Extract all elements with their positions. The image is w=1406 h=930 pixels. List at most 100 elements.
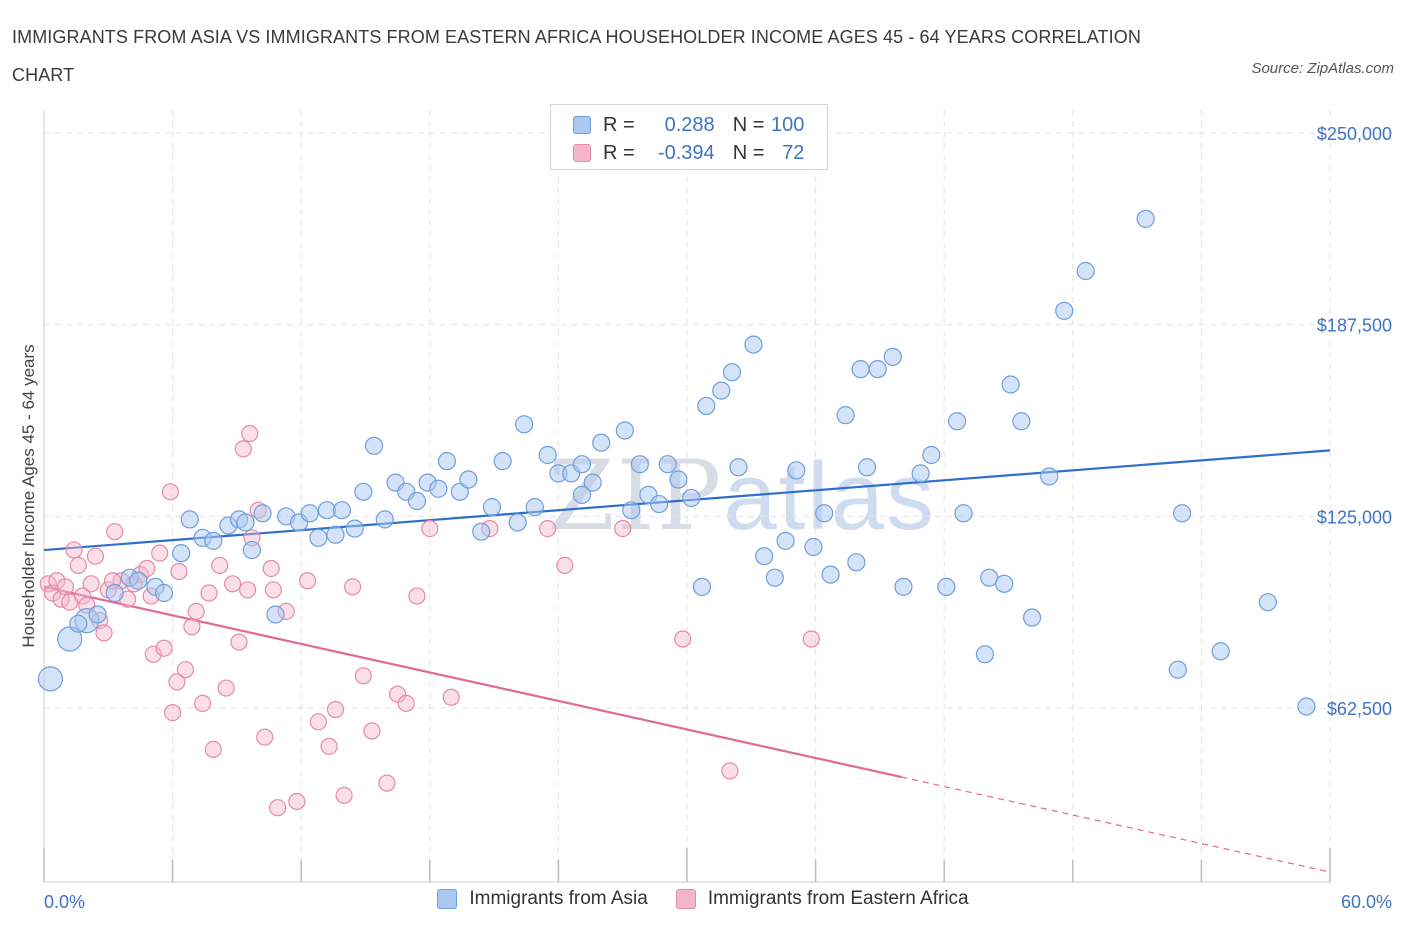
point-asia: [105, 583, 124, 603]
point-eastern-africa: [335, 786, 353, 805]
point-asia: [1055, 301, 1074, 320]
point-asia: [765, 568, 784, 587]
point-eastern-africa: [194, 694, 212, 713]
point-asia: [1258, 593, 1277, 612]
point-asia: [538, 445, 557, 465]
point-asia: [459, 470, 478, 489]
point-eastern-africa: [82, 575, 100, 593]
x-tick-label-end: 60.0%: [1341, 892, 1392, 912]
point-asia: [300, 504, 319, 523]
point-asia: [630, 455, 649, 474]
legend-n-label-asia: N =: [732, 113, 765, 136]
y-tick-label: $187,500: [1317, 316, 1392, 336]
point-eastern-africa: [378, 774, 396, 792]
point-asia: [682, 488, 701, 508]
point-eastern-africa: [204, 740, 222, 759]
point-eastern-africa: [230, 633, 248, 651]
point-eastern-africa: [187, 602, 205, 621]
point-eastern-africa: [211, 556, 229, 575]
legend-swatch-africa-bottom: [675, 889, 696, 909]
point-eastern-africa: [155, 639, 173, 657]
point-asia: [493, 452, 512, 471]
point-asia: [1076, 261, 1095, 281]
legend-r-label-asia: R =: [603, 113, 635, 136]
point-eastern-africa: [217, 679, 235, 697]
legend-label-africa: Immigrants from Eastern Africa: [707, 888, 969, 909]
point-eastern-africa: [183, 618, 201, 636]
axis-labels: $62,500 $125,000 $187,500 $250,000 0.0% 60.0%…: [19, 124, 1392, 912]
point-asia: [572, 485, 592, 504]
point-eastern-africa: [73, 587, 92, 605]
legend-n-value-africa: 72: [782, 141, 805, 164]
point-asia: [364, 436, 384, 455]
legend-item-africa[interactable]: Immigrants from Eastern Africa: [675, 888, 969, 910]
point-asia: [407, 491, 427, 511]
x-tick-label-start: 0.0%: [44, 892, 85, 912]
point-asia: [804, 537, 823, 557]
point-asia: [69, 614, 88, 633]
point-asia: [1012, 412, 1031, 431]
point-asia: [1001, 375, 1020, 394]
point-asia: [583, 473, 602, 492]
legend-n-value-asia: 100: [771, 113, 805, 136]
point-eastern-africa: [200, 584, 218, 602]
point-eastern-africa: [802, 630, 820, 648]
point-asia: [592, 433, 611, 452]
points-asia: [37, 209, 1316, 716]
point-asia: [482, 498, 502, 517]
point-asia: [650, 494, 669, 514]
point-eastern-africa: [288, 792, 306, 811]
point-asia: [692, 577, 712, 596]
point-eastern-africa: [262, 559, 280, 578]
point-asia: [697, 396, 716, 416]
point-asia: [345, 519, 364, 538]
legend-n-label-africa: N =: [732, 141, 765, 164]
point-asia: [622, 501, 641, 520]
point-eastern-africa: [56, 578, 75, 596]
legend-item-asia[interactable]: Immigrants from Asia: [437, 888, 648, 910]
legend-label-asia: Immigrants from Asia: [469, 888, 648, 909]
point-asia: [375, 510, 394, 529]
point-asia: [894, 577, 913, 596]
point-asia: [37, 666, 64, 692]
point-eastern-africa: [106, 523, 124, 541]
point-asia: [525, 498, 544, 517]
point-asia: [266, 605, 285, 624]
legend-r-value-asia: 0.288: [664, 113, 715, 136]
point-asia: [995, 574, 1014, 593]
y-tick-label: $125,000: [1317, 507, 1392, 527]
point-asia: [236, 513, 255, 532]
point-asia: [472, 522, 491, 541]
point-eastern-africa: [144, 645, 162, 663]
point-asia: [922, 445, 941, 465]
point-eastern-africa: [65, 541, 83, 559]
point-asia: [1136, 209, 1155, 228]
point-asia: [851, 360, 870, 379]
point-eastern-africa: [421, 519, 439, 538]
point-asia: [180, 510, 199, 529]
point-asia: [937, 577, 956, 596]
point-asia: [729, 458, 748, 477]
legend-swatch-asia-bottom: [437, 889, 458, 909]
point-asia: [744, 335, 763, 354]
point-eastern-africa: [309, 713, 327, 731]
legend-row-asia: R = 0.288 N = 100: [573, 111, 804, 139]
point-asia: [508, 513, 527, 532]
legend-r-label-africa: R =: [603, 141, 635, 164]
chart-title: IMMIGRANTS FROM ASIA VS IMMIGRANTS FROM …: [12, 27, 1141, 85]
y-axis-title: Householder Income Ages 45 - 64 years: [19, 344, 38, 647]
point-asia: [154, 583, 174, 603]
point-asia: [947, 412, 967, 431]
point-eastern-africa: [408, 587, 426, 605]
point-eastern-africa: [95, 624, 113, 642]
point-eastern-africa: [442, 688, 460, 706]
point-asia: [755, 547, 774, 566]
point-asia: [172, 544, 191, 563]
source-label: Source: ZipAtlas.com: [1251, 60, 1394, 77]
point-asia: [57, 626, 83, 652]
point-asia: [332, 501, 352, 520]
y-tick-label: $250,000: [1317, 124, 1392, 144]
point-eastern-africa: [721, 762, 739, 780]
point-eastern-africa: [326, 700, 345, 719]
